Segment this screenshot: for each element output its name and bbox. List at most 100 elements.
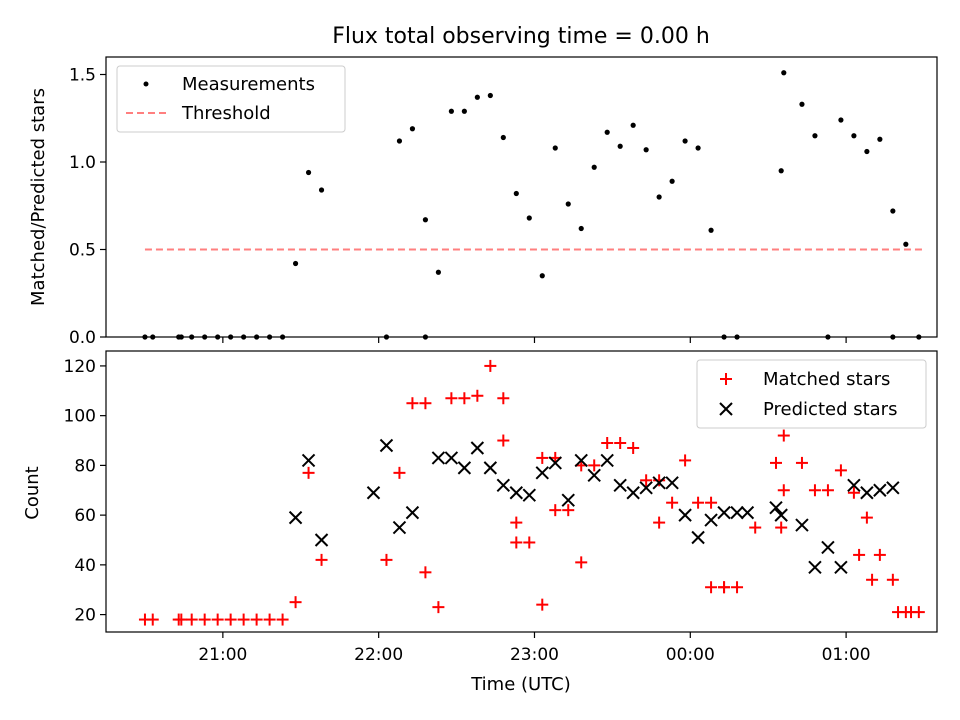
predicted-star-stroke-b: [886, 481, 900, 495]
measurement-point: [591, 164, 597, 170]
predicted-star-point: [470, 441, 485, 455]
measurement-point: [526, 215, 532, 221]
legend-measurements-marker: [143, 81, 149, 87]
measurement-point: [435, 269, 441, 275]
matched-star-point: [705, 496, 718, 509]
predicted-star-stroke-b: [774, 508, 788, 522]
measurement-point: [877, 136, 883, 142]
matched-star-point: [497, 392, 510, 405]
predicted-star-stroke-b: [665, 476, 679, 490]
bottom-x-axis-label: Time (UTC): [470, 674, 571, 695]
predicted-star-stroke-b: [535, 466, 549, 480]
matched-star-point: [860, 511, 873, 524]
measurement-point: [500, 134, 506, 141]
measurement-point: [292, 260, 299, 267]
matched-star-point: [175, 613, 188, 626]
predicted-star-point: [405, 505, 420, 520]
matched-star-point: [146, 613, 159, 626]
measurement-point: [396, 138, 403, 144]
predicted-star-point: [821, 540, 835, 555]
predicted-star-point: [717, 505, 731, 520]
measurement-point: [448, 108, 454, 114]
top-y-axis-label: Matched/Predicted stars: [28, 88, 49, 306]
top-y-tick-label: 0.0: [69, 328, 96, 348]
predicted-star-stroke-b: [808, 560, 822, 575]
matched-star-point: [198, 613, 211, 626]
predicted-star-point: [886, 481, 900, 495]
matched-star-point: [276, 613, 289, 626]
predicted-star-point: [496, 478, 511, 492]
matched-star-point: [731, 581, 744, 594]
measurement-point: [778, 168, 784, 174]
matched-star-point: [302, 466, 315, 479]
matched-star-point: [471, 389, 484, 402]
matched-star-point: [853, 548, 866, 561]
predicted-star-point: [522, 488, 536, 502]
measurement-point: [318, 187, 325, 193]
matched-star-point: [795, 456, 808, 469]
matched-star-point: [718, 581, 731, 594]
legend-predicted-label: Predicted stars: [763, 399, 897, 420]
bottom-y-axis-label: Count: [22, 466, 43, 519]
matched-star-point: [614, 437, 627, 450]
measurement-point: [630, 122, 636, 128]
predicted-star-point: [652, 476, 666, 490]
measurement-point: [656, 194, 662, 200]
bottom-x-tick-label: 01:00: [822, 645, 871, 665]
matched-star-point: [510, 536, 523, 549]
top-y-tick-label: 1.0: [69, 153, 96, 173]
predicted-star-point: [678, 508, 692, 522]
matched-star-point: [588, 459, 601, 472]
predicted-star-point: [314, 533, 329, 547]
predicted-star-point: [730, 505, 744, 520]
predicted-star-stroke-b: [314, 533, 329, 547]
predicted-star-stroke-b: [366, 486, 381, 500]
predicted-star-stroke-b: [457, 461, 472, 475]
predicted-star-stroke-b: [873, 483, 887, 497]
bottom-y-tick-label: 100: [64, 407, 96, 427]
matched-star-point: [886, 573, 899, 586]
bottom-y-tick-label: 60: [74, 506, 96, 526]
predicted-star-point: [444, 451, 459, 465]
predicted-star-point: [808, 560, 822, 575]
measurement-point: [682, 138, 688, 144]
top-legend-box: [116, 65, 346, 133]
predicted-star-stroke-b: [613, 478, 627, 492]
matched-star-point: [653, 516, 666, 529]
predicted-star-stroke-b: [769, 500, 783, 515]
matched-star-point: [458, 392, 471, 405]
matched-star-point: [847, 486, 860, 499]
predicted-star-stroke-b: [587, 468, 601, 483]
measurement-point: [461, 108, 467, 114]
bottom-y-tick-label: 120: [64, 357, 96, 377]
top-plot-area: [142, 70, 925, 340]
measurement-point: [578, 225, 584, 232]
predicted-star-stroke-b: [795, 518, 809, 532]
predicted-star-point: [600, 453, 614, 468]
legend-measurements-label: Measurements: [182, 74, 315, 95]
matched-star-point: [211, 613, 224, 626]
matched-star-point: [549, 504, 562, 517]
measurement-point: [617, 143, 623, 149]
matched-star-point: [536, 451, 549, 464]
matched-star-point: [419, 566, 432, 579]
predicted-star-stroke-b: [509, 486, 524, 500]
matched-star-point: [821, 484, 834, 497]
predicted-star-stroke-b: [301, 453, 316, 468]
predicted-star-point: [740, 505, 755, 520]
predicted-star-stroke-b: [522, 488, 536, 502]
predicted-star-stroke-b: [288, 510, 303, 525]
predicted-star-stroke-b: [740, 505, 755, 520]
legend-matched-label: Matched stars: [763, 369, 890, 390]
predicted-star-stroke-b: [470, 441, 485, 455]
predicted-star-point: [535, 466, 549, 480]
matched-star-point: [562, 504, 575, 517]
predicted-star-stroke-b: [483, 461, 498, 475]
top-panel: Flux total observing time = 0.00 h 0.00.…: [28, 24, 938, 348]
matched-star-point: [315, 553, 328, 566]
predicted-star-point: [587, 468, 601, 483]
matched-star-point: [601, 437, 614, 450]
measurement-point: [552, 145, 558, 151]
top-title: Flux total observing time = 0.00 h: [332, 24, 710, 49]
measurement-point: [409, 126, 416, 132]
